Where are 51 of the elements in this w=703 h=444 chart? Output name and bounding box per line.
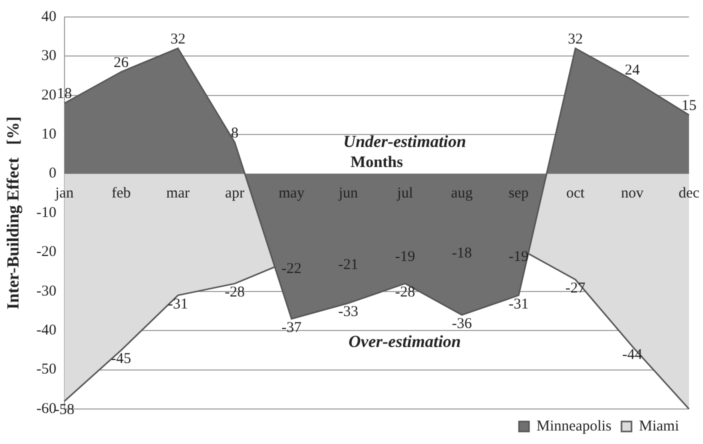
x-tick-label: jul xyxy=(396,186,414,202)
x-axis-title: Months xyxy=(350,154,403,171)
data-label: -19 xyxy=(508,249,529,266)
data-label: -58 xyxy=(54,402,74,418)
y-tick-label: -10 xyxy=(36,204,56,221)
y-tick-label: 10 xyxy=(41,126,56,143)
data-label: -19 xyxy=(395,249,416,266)
data-label: -18 xyxy=(452,245,472,262)
data-label: -28 xyxy=(224,284,245,300)
annotation: Over-estimation xyxy=(348,332,461,351)
data-label: 32 xyxy=(568,31,583,48)
data-label: -45 xyxy=(111,351,132,368)
legend-label: Minneapolis xyxy=(536,418,612,434)
x-tick-label: may xyxy=(278,186,305,202)
data-label: -22 xyxy=(282,260,302,277)
data-label: 15 xyxy=(682,98,696,114)
data-label: -33 xyxy=(338,304,358,320)
data-label: -31 xyxy=(168,296,188,312)
data-label: 8 xyxy=(230,125,238,142)
data-label: -36 xyxy=(452,316,472,332)
y-tick-label: -50 xyxy=(36,362,56,378)
y-axis-title: Inter-Building Effect [%] xyxy=(4,116,23,310)
y-tick-label: 0 xyxy=(48,166,56,182)
data-label: 24 xyxy=(624,62,640,79)
x-tick-label: nov xyxy=(620,186,644,202)
x-tick-label: dec xyxy=(678,186,700,202)
data-label: 18 xyxy=(56,86,72,102)
legend-label: Miami xyxy=(639,418,679,434)
x-tick-label: oct xyxy=(566,186,586,202)
x-tick-label: mar xyxy=(166,186,190,202)
data-label: -28 xyxy=(395,284,416,300)
y-tick-label: -30 xyxy=(36,283,56,300)
y-tick-label: 20 xyxy=(41,87,56,104)
data-label: -21 xyxy=(338,257,358,274)
y-tick-label: -20 xyxy=(36,244,56,260)
data-label: -37 xyxy=(282,320,302,336)
y-tick-label: 30 xyxy=(41,48,56,64)
annotation: Under-estimation xyxy=(343,132,466,151)
data-label: -31 xyxy=(508,296,529,312)
x-tick-label: jun xyxy=(338,186,358,202)
y-tick-label: 40 xyxy=(41,8,56,25)
data-label: -44 xyxy=(622,347,643,364)
x-tick-label: jan xyxy=(54,186,74,202)
x-tick-label: feb xyxy=(112,186,131,202)
y-tick-label: -40 xyxy=(36,322,56,339)
data-label: 26 xyxy=(114,54,130,71)
x-tick-label: sep xyxy=(508,186,529,202)
data-label: 32 xyxy=(170,31,186,48)
y-tick-label: -60 xyxy=(36,400,56,417)
x-tick-label: apr xyxy=(225,186,244,202)
x-tick-label: aug xyxy=(451,186,474,202)
